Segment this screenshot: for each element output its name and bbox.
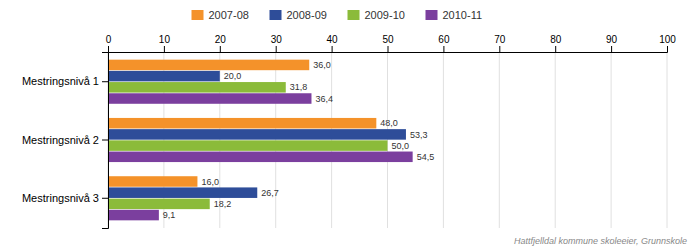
legend-label: 2007-08	[209, 9, 249, 21]
data-label: 9,1	[163, 210, 176, 220]
x-tick: 80	[550, 34, 562, 52]
grid-line	[667, 52, 668, 228]
legend-item: 2008-09	[270, 9, 327, 21]
legend-label: 2009-10	[365, 9, 405, 21]
tick-mark	[667, 46, 668, 52]
data-labels: 36,0 48,0 16,0 20,0 53,3 26,7 31,8 50,0 18,2 36,4…	[163, 60, 434, 220]
data-label: 18,2	[214, 199, 232, 209]
x-tick: 70	[494, 34, 506, 52]
tick-mark	[388, 46, 389, 52]
grid-line	[555, 52, 556, 228]
y-tick: Mestringsnivå 3	[22, 192, 108, 204]
tick-mark	[102, 81, 108, 82]
legend-swatch	[348, 10, 360, 20]
tick-label: 20	[215, 34, 227, 45]
data-label: 36,0	[313, 60, 331, 70]
legend: 2007-08 2008-09 2009-10 2010-11	[192, 9, 483, 21]
tick-mark	[499, 46, 500, 52]
plot: 36,0 48,0 16,0 20,0 53,3 26,7 31,8 50,0 18,2 36,4…	[22, 34, 676, 229]
grid-line	[387, 52, 388, 228]
bar	[108, 199, 210, 210]
chart: 36,0 48,0 16,0 20,0 53,3 26,7 31,8 50,0 18,2 36,4…	[0, 0, 695, 250]
tick-label: 70	[494, 34, 506, 45]
x-tick: 100	[659, 34, 676, 52]
axis-line	[109, 46, 668, 53]
data-label: 50,0	[392, 141, 410, 151]
bar	[108, 152, 413, 163]
legend-item: 2009-10	[348, 9, 405, 21]
bars	[108, 60, 413, 221]
bar	[108, 82, 286, 93]
data-label: 36,4	[315, 94, 333, 104]
tick-label: Mestringsnivå 3	[22, 192, 99, 204]
tick-label: 100	[659, 34, 676, 45]
data-label: 16,0	[201, 177, 219, 187]
legend-label: 2008-09	[287, 9, 327, 21]
tick-mark	[443, 46, 444, 52]
legend-item: 2007-08	[192, 9, 249, 21]
data-label: 53,3	[410, 130, 428, 140]
data-label: 20,0	[224, 71, 242, 81]
legend-swatch	[270, 10, 282, 20]
tick-label: 30	[271, 34, 283, 45]
tick-label: 80	[550, 34, 562, 45]
x-tick: 90	[606, 34, 618, 52]
tick-mark	[611, 46, 612, 52]
footnote: Hattfjelldal kommune skoleeier, Grunnsko…	[514, 236, 687, 246]
grid-line	[611, 52, 612, 228]
x-tick: 20	[215, 34, 227, 52]
grid-line	[443, 52, 444, 228]
y-tick: Mestringsnivå 1	[22, 75, 108, 87]
bar	[108, 187, 257, 198]
x-tick: 30	[271, 34, 283, 52]
bar	[108, 71, 220, 82]
tick-label: 40	[327, 34, 339, 45]
grid	[108, 52, 667, 228]
tick-label: 10	[159, 34, 171, 45]
tick-label: 60	[438, 34, 450, 45]
bar	[108, 210, 159, 221]
y-tick: Mestringsnivå 2	[22, 134, 108, 146]
tick-label: 0	[106, 34, 112, 45]
tick-label: Mestringsnivå 1	[22, 75, 99, 87]
bar	[108, 176, 197, 187]
bar	[108, 93, 311, 104]
legend-swatch	[426, 10, 438, 20]
tick-mark	[102, 140, 108, 141]
bar	[108, 140, 388, 151]
grid-line	[499, 52, 500, 228]
tick-label: 90	[606, 34, 618, 45]
x-tick: 40	[327, 34, 339, 52]
x-tick: 50	[382, 34, 394, 52]
data-label: 26,7	[261, 188, 279, 198]
tick-label: 50	[382, 34, 394, 45]
bar	[108, 60, 309, 71]
tick-label: Mestringsnivå 2	[22, 134, 99, 146]
bar	[108, 118, 376, 129]
tick-mark	[164, 46, 165, 52]
data-label: 48,0	[380, 118, 398, 128]
y-axis: Mestringsnivå 1 Mestringsnivå 2 Mestringsn…	[22, 53, 109, 229]
legend-swatch	[192, 10, 204, 20]
axis-line	[102, 53, 109, 229]
tick-mark	[102, 198, 108, 199]
x-tick: 0	[106, 34, 112, 52]
legend-item: 2010-11	[426, 9, 483, 21]
background	[0, 0, 695, 250]
x-tick: 10	[159, 34, 171, 52]
tick-mark	[276, 46, 277, 52]
x-axis: 0 10 20 30 40 50 60 70 80 90 100	[106, 34, 677, 53]
tick-mark	[108, 46, 109, 52]
tick-mark	[220, 46, 221, 52]
x-tick: 60	[438, 34, 450, 52]
data-label: 54,5	[417, 152, 435, 162]
grid-line	[275, 52, 276, 228]
tick-mark	[555, 46, 556, 52]
tick-mark	[332, 46, 333, 52]
bar	[108, 129, 406, 140]
legend-label: 2010-11	[443, 9, 483, 21]
grid-line	[331, 52, 332, 228]
data-label: 31,8	[290, 82, 308, 92]
